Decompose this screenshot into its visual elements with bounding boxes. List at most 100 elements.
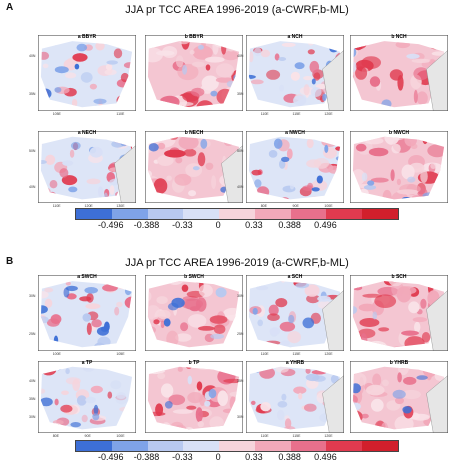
lon-tick-label: 80E	[260, 204, 267, 208]
map-field	[38, 275, 136, 351]
map-field	[246, 275, 344, 351]
colorbar-segment	[219, 209, 255, 219]
lon-tick-label: 110E	[116, 112, 125, 116]
map-a-nech: a NECH 50N 40N 110E 120E 130E	[29, 130, 136, 208]
map-a-tp: a TP 40N 35N 30N 80E 90E 100E	[29, 360, 136, 438]
lon-tick-label: 110E	[260, 112, 269, 116]
colorbar-label: 0.388	[278, 220, 301, 230]
lon-tick-label: 110E	[260, 352, 269, 356]
map-b-swch: b SWCH	[145, 274, 243, 351]
colorbar-segment	[254, 441, 291, 451]
lat-tick-label: 40N	[29, 379, 36, 383]
colorbar-label: -0.33	[172, 220, 193, 230]
lon-tick-label: 100E	[116, 434, 125, 438]
map-title: b NECH	[184, 130, 204, 136]
colorbar-segment	[254, 209, 291, 219]
lon-tick-label: 105E	[52, 112, 61, 116]
lon-tick-label: 110E	[260, 434, 269, 438]
map-b-sch: b SCH	[350, 274, 448, 351]
lon-tick-label: 100E	[52, 352, 61, 356]
panel-letter-a: A	[6, 2, 14, 13]
lat-tick-label: 30N	[237, 294, 244, 298]
map-title: b TP	[188, 360, 200, 366]
map-a-yhrb: a YHRB 35N 30N 110E 115E 120E	[237, 360, 344, 438]
map-field	[350, 275, 448, 351]
lat-tick-label: 30N	[237, 415, 244, 419]
lon-tick-label: 120E	[324, 112, 333, 116]
lat-tick-label: 25N	[29, 332, 36, 336]
lat-tick-label: 40N	[237, 54, 244, 58]
colorbar-segment	[147, 209, 184, 219]
map-field	[350, 35, 448, 111]
panel-a-title: JJA pr TCC AREA 1996-2019 (a-CWRF,b-ML)	[125, 4, 349, 16]
colorbar-segment	[326, 441, 363, 451]
map-field	[38, 35, 136, 111]
map-a-sch: a SCH 30N 25N 110E 115E 120E	[237, 274, 344, 356]
map-title: a NECH	[77, 130, 97, 136]
colorbar-segment	[219, 441, 255, 451]
colorbar-label: 0	[215, 452, 221, 462]
lat-tick-label: 50N	[29, 149, 36, 153]
map-title: b NCH	[391, 34, 407, 40]
colorbar-b	[75, 440, 399, 452]
map-field	[246, 35, 344, 111]
colorbar-segment	[111, 441, 148, 451]
map-title: b SCH	[391, 274, 407, 280]
lat-tick-label: 40N	[237, 185, 244, 189]
map-a-nwch: a NWCH 50N 40N 80E 90E 100E	[237, 130, 344, 208]
lat-tick-label: 35N	[29, 397, 36, 401]
lon-tick-label: 115E	[292, 352, 301, 356]
map-b-yhrb: b YHRB	[350, 360, 448, 433]
lon-tick-label: 90E	[292, 204, 299, 208]
lat-tick-label: 30N	[29, 294, 36, 298]
lat-tick-label: 50N	[237, 149, 244, 153]
lon-tick-label: 120E	[324, 434, 333, 438]
colorbar-label: -0.496	[98, 220, 124, 230]
map-title: b NWCH	[389, 130, 409, 136]
lat-tick-label: 30N	[29, 415, 36, 419]
colorbar-segment	[290, 209, 327, 219]
lon-tick-label: 90E	[84, 434, 91, 438]
colorbar-segment	[183, 209, 220, 219]
colorbar-segment	[290, 441, 327, 451]
colorbar-label: 0.388	[278, 452, 301, 462]
map-field	[145, 275, 243, 351]
map-field	[38, 131, 136, 203]
colorbar-segment	[111, 209, 148, 219]
colorbar-label: -0.388	[133, 220, 160, 230]
map-a-bbyr: a BBYR 40N 35N 105E 110E	[29, 34, 136, 116]
map-field	[350, 131, 448, 203]
colorbar-label: 0.33	[245, 220, 263, 230]
map-title: a SCH	[287, 274, 303, 280]
colorbar-label: 0	[215, 220, 221, 230]
colorbar-segment	[362, 209, 399, 219]
panel-b-title: JJA pr TCC AREA 1996-2019 (a-CWRF,b-ML)	[125, 257, 349, 269]
colorbar-segment	[326, 209, 363, 219]
map-field	[246, 361, 344, 433]
map-title: a TP	[81, 360, 93, 366]
map-b-nch: b NCH	[350, 34, 448, 111]
colorbar-label: -0.496	[98, 452, 124, 462]
colorbar-label: -0.33	[172, 452, 193, 462]
map-b-nech: b NECH	[145, 130, 243, 203]
map-title: a NCH	[287, 34, 303, 40]
lat-tick-label: 35N	[237, 379, 244, 383]
map-title: b YHRB	[389, 360, 409, 366]
lon-tick-label: 115E	[292, 112, 301, 116]
colorbar-segment	[362, 441, 399, 451]
map-a-nch: a NCH 40N 35N 110E 115E 120E	[237, 34, 344, 116]
lon-tick-label: 120E	[84, 204, 93, 208]
map-title: a BBYR	[77, 34, 97, 40]
colorbar-segment	[183, 441, 220, 451]
map-title: b BBYR	[184, 34, 204, 40]
map-field	[38, 361, 136, 433]
map-title: a YHRB	[285, 360, 305, 366]
map-field	[350, 361, 448, 433]
lat-tick-label: 40N	[29, 185, 36, 189]
map-field	[246, 131, 344, 203]
lon-tick-label: 110E	[52, 204, 61, 208]
lon-tick-label: 80E	[52, 434, 59, 438]
lon-tick-label: 105E	[116, 352, 125, 356]
lon-tick-label: 100E	[324, 204, 333, 208]
map-field	[145, 131, 243, 203]
